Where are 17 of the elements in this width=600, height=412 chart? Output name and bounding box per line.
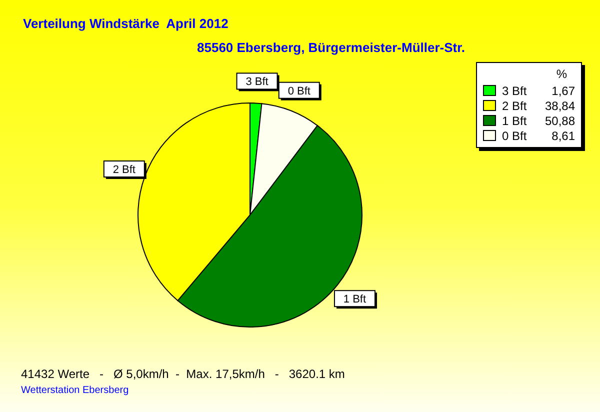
legend-label: 0 Bft [502, 128, 527, 142]
text: Wetterstation Ebersberg [21, 385, 129, 396]
legend-label: 2 Bft [502, 98, 527, 112]
legend-title: % [555, 67, 568, 81]
legend-label: 3 Bft [502, 84, 527, 98]
slice-label: 2 Bft [112, 164, 136, 176]
data-label: 50,88 [544, 114, 575, 128]
chart-title: Verteilung Windstärke April 2012 [23, 16, 228, 31]
slice-label: 0 Bft [288, 85, 310, 98]
slice-label: 1 Bft [343, 294, 366, 306]
data-label: 8,61 [552, 128, 575, 142]
slice-label: 3 Bft [246, 76, 268, 88]
legend-label: 1 Bft [502, 114, 527, 128]
data-label: 1,67 [552, 84, 575, 98]
chart-subtitle: 85560 Ebersberg, Bürgermeister-Müller-Str. [197, 40, 466, 55]
text: 41432 Werte - Ø 5,0km/h - Max. 17,5km/h - 3620.1 km [21, 367, 345, 381]
data-label: 38,84 [544, 98, 575, 112]
